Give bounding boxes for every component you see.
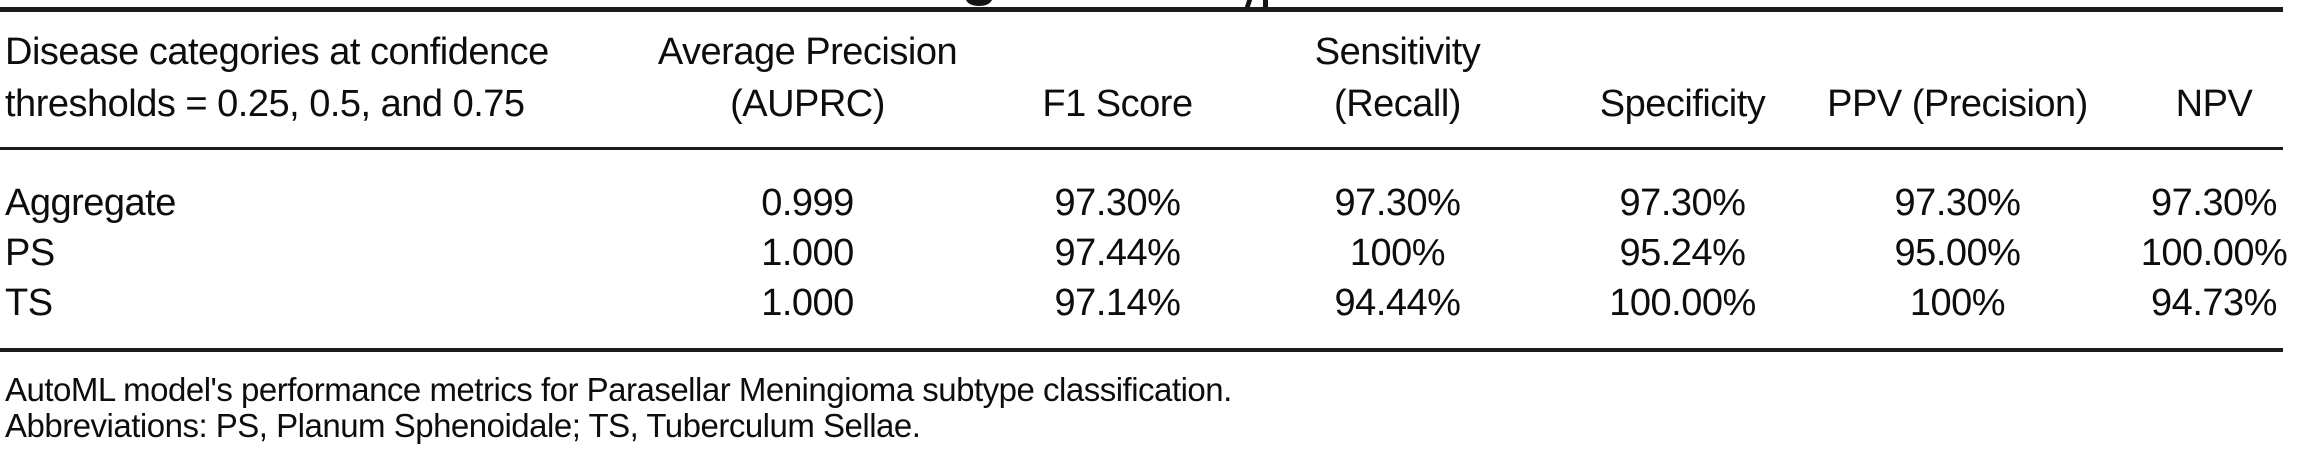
column-header-line: Disease categories at confidence [5, 31, 549, 73]
column-header-f1-score: F1 Score [1042, 78, 1193, 130]
table-notes: AutoML model's performance metrics for P… [5, 372, 1232, 444]
table-top-rule [0, 7, 2283, 12]
column-header-line: PPV (Precision) [1827, 83, 2088, 125]
specificity-value: 95.24% [1619, 231, 1746, 274]
row-label: Aggregate [5, 181, 176, 224]
specificity-value: 97.30% [1619, 181, 1746, 224]
f1-value: 97.30% [1054, 181, 1181, 224]
column-header-ppv: PPV (Precision) [1827, 78, 2088, 130]
ppv-value: 97.30% [1894, 181, 2021, 224]
column-header-line: Specificity [1599, 83, 1766, 125]
column-header-npv: NPV [2176, 78, 2253, 130]
table-header-row: Disease categories at confidence thresho… [0, 0, 2283, 130]
ppv-value: 100% [1909, 281, 2006, 324]
column-header-specificity: Specificity [1600, 78, 1766, 130]
npv-value: 100.00% [2140, 231, 2288, 274]
column-header-disease-categories: Disease categories at confidence thresho… [0, 26, 549, 130]
sensitivity-value: 97.30% [1334, 181, 1461, 224]
npv-value: 94.73% [2151, 281, 2277, 324]
auprc-value: 0.999 [761, 181, 854, 224]
ppv-value: 95.00% [1894, 231, 2021, 274]
sensitivity-value: 100% [1349, 231, 1446, 274]
specificity-value: 100.00% [1609, 281, 1756, 324]
table-caption: AutoML model's performance metrics for P… [5, 371, 1232, 408]
table-header-rule [0, 147, 2283, 150]
table-abbreviations: Abbreviations: PS, Planum Sphenoidale; T… [5, 407, 921, 444]
column-header-line: (AUPRC) [730, 83, 885, 125]
cropped-title-descender-fragment [1263, 0, 1268, 7]
auprc-value: 1.000 [761, 281, 854, 324]
npv-value: 97.30% [2151, 181, 2277, 224]
column-header-line: Sensitivity [1314, 31, 1481, 73]
row-label: PS [5, 231, 55, 274]
table-body: Aggregate 0.999 97.30% 97.30% 97.30% 97.… [0, 178, 2288, 328]
column-header-auprc: Average Precision (AUPRC) [657, 26, 958, 130]
column-header-line: (Recall) [1334, 83, 1461, 125]
table-bottom-rule [0, 348, 2283, 352]
f1-value: 97.44% [1054, 231, 1181, 274]
f1-value: 97.14% [1054, 281, 1181, 324]
column-header-line: NPV [2175, 83, 2253, 125]
column-header-line: Average Precision [657, 31, 958, 73]
column-header-sensitivity: Sensitivity (Recall) [1315, 26, 1481, 130]
sensitivity-value: 94.44% [1334, 281, 1461, 324]
auprc-value: 1.000 [761, 231, 854, 274]
column-header-line: thresholds = 0.25, 0.5, and 0.75 [5, 83, 525, 125]
cropped-title-descender-fragment [966, 0, 992, 6]
row-label: TS [5, 281, 53, 324]
column-header-line: F1 Score [1042, 83, 1193, 125]
